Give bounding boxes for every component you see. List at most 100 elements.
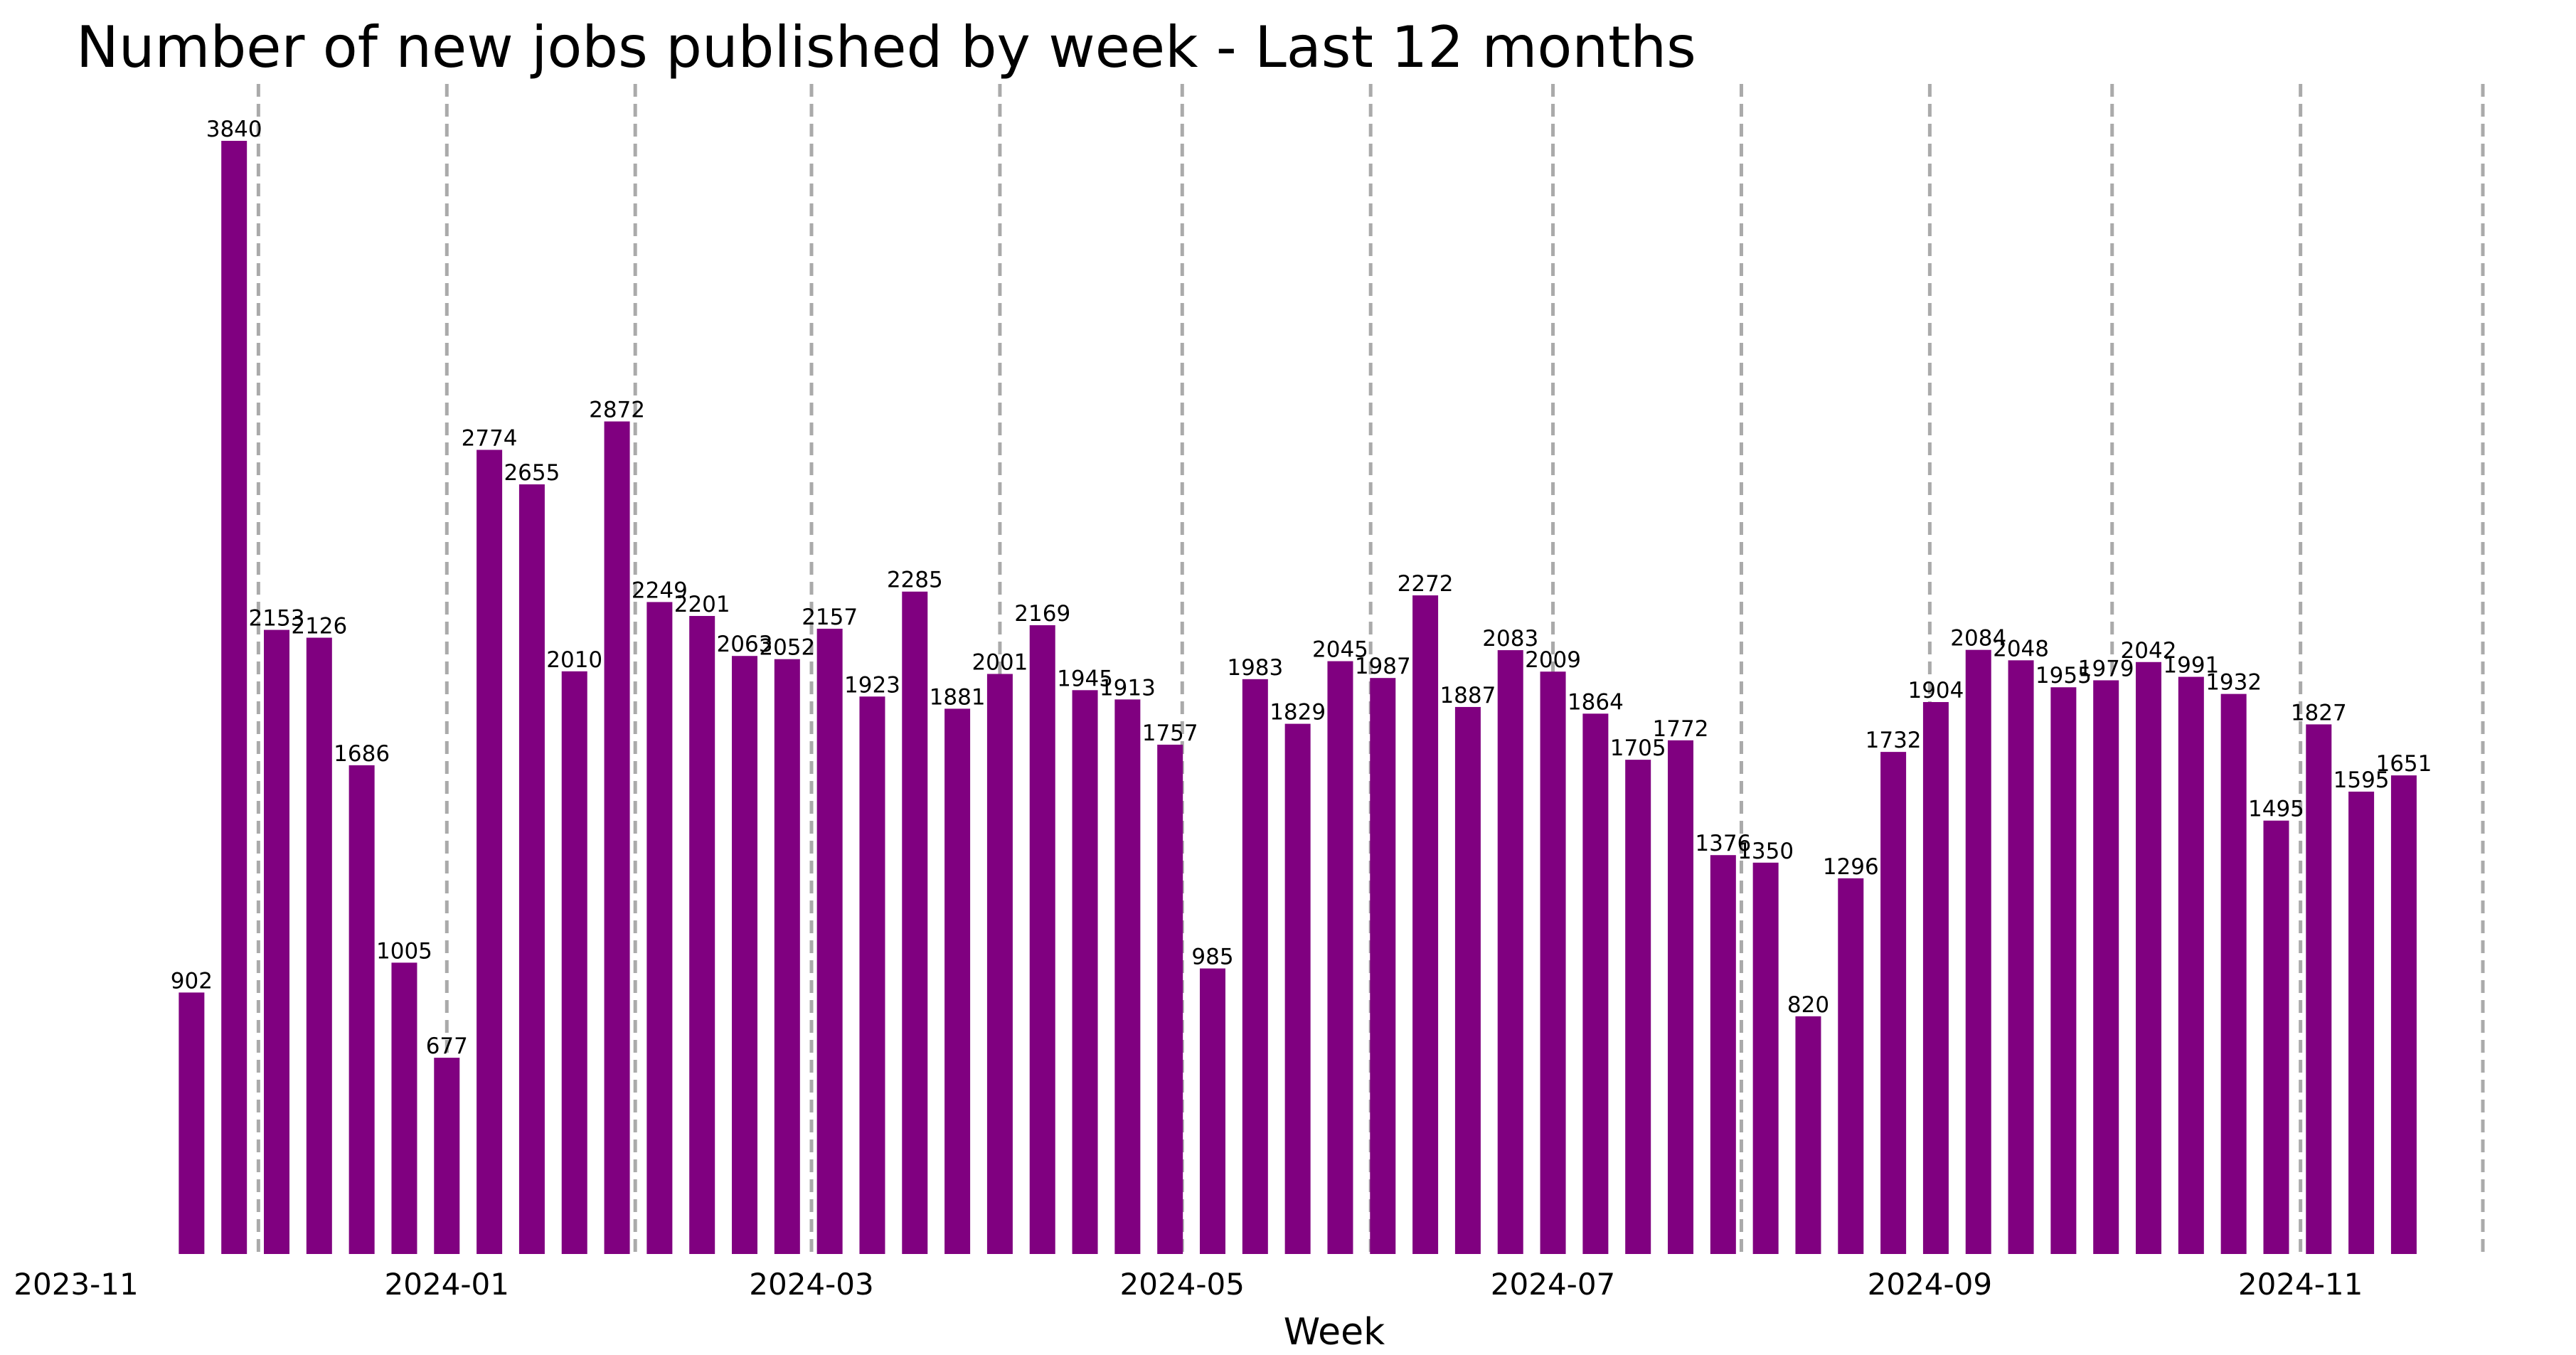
data-label-2024-09-23: 1955 [2035,663,2092,689]
data-label-2023-12-04: 2153 [249,606,305,632]
x-tick-2024-07: 2024-07 [1491,1267,1616,1302]
bar-2024-07-08 [1582,713,1609,1254]
data-label-2024-04-29: 1757 [1142,721,1198,746]
bar-2023-12-11 [306,637,332,1254]
data-label-2024-10-14: 1991 [2163,653,2219,679]
bar-2024-02-26 [774,659,800,1254]
bar-2024-04-15 [1072,690,1098,1254]
bar-2024-08-19 [1838,878,1864,1254]
bar-2024-02-05 [646,602,673,1254]
bar-2024-05-20 [1284,723,1311,1254]
data-label-2024-11-04: 1827 [2291,700,2347,726]
bar-2024-03-04 [816,628,843,1254]
data-label-2024-07-15: 1705 [1610,735,1666,761]
bar-2024-01-01 [434,1058,460,1254]
bar-2024-08-26 [1880,752,1907,1254]
bar-2024-06-24 [1497,650,1523,1254]
data-label-2023-12-25: 1005 [376,938,432,964]
bar-2024-11-11 [2348,791,2375,1254]
month-grid-lines [256,84,2485,1254]
data-label-2023-11-20: 902 [171,968,213,994]
bar-2023-11-27 [221,141,248,1254]
bar-2024-06-03 [1370,678,1396,1254]
bar-2023-12-18 [348,765,375,1254]
bar-2024-06-10 [1412,595,1439,1254]
bar-2024-08-05 [1752,862,1779,1254]
bar-2023-12-04 [264,629,290,1254]
bar-2024-07-29 [1710,855,1736,1254]
data-label-2024-07-01: 2009 [1525,647,1581,673]
bar-2024-09-23 [2050,687,2077,1254]
bar-2024-09-30 [2093,680,2119,1254]
data-label-2024-05-13: 1983 [1227,655,1283,681]
data-label-2024-08-19: 1296 [1823,854,1879,880]
data-label-2024-03-18: 2285 [887,568,943,593]
data-label-2024-02-19: 2063 [717,632,773,657]
data-label-2024-08-12: 820 [1787,992,1829,1018]
bar-2024-09-02 [1922,702,1949,1254]
data-label-2024-11-18: 1651 [2375,751,2432,777]
data-label-2024-03-04: 2157 [802,605,858,630]
x-axis-label: Week [1284,1311,1385,1354]
bar-2024-04-01 [986,674,1013,1254]
data-label-2023-11-27: 3840 [206,117,262,142]
data-label-2024-04-22: 1913 [1100,675,1156,701]
data-label-2024-08-26: 1732 [1866,728,1922,753]
bar-2024-10-28 [2263,820,2289,1254]
data-label-2024-04-15: 1945 [1057,666,1113,691]
x-tick-2024-05: 2024-05 [1120,1267,1245,1302]
data-label-2024-06-03: 1987 [1355,654,1411,679]
bar-2024-02-12 [689,615,715,1254]
data-label-2023-12-11: 2126 [291,614,347,639]
bar-2024-06-17 [1454,706,1481,1254]
bar-2024-01-08 [477,450,503,1255]
data-label-2024-09-02: 1904 [1907,678,1964,703]
bar-2023-11-20 [179,992,205,1254]
bar-2024-04-22 [1114,699,1141,1254]
bars [179,141,2417,1255]
bar-2024-05-13 [1242,679,1268,1254]
data-label-2024-04-08: 2169 [1014,601,1070,627]
bar-2024-07-22 [1668,740,1694,1254]
data-label-2024-05-27: 2045 [1312,637,1368,663]
data-label-2024-08-05: 1350 [1737,839,1794,864]
data-label-2024-07-08: 1864 [1568,689,1624,715]
bar-2024-10-07 [2136,661,2162,1254]
bar-2024-05-06 [1200,968,1226,1254]
x-tick-2024-09: 2024-09 [1868,1267,1993,1302]
bar-2024-09-09 [1965,649,1991,1254]
data-label-2024-01-01: 677 [426,1033,468,1059]
chart-title: Number of new jobs published by week - L… [76,14,1696,80]
bar-2024-07-15 [1625,760,1651,1254]
bar-2024-03-18 [902,591,928,1254]
data-label-2024-02-26: 2052 [759,635,815,661]
x-tick-2024-03: 2024-03 [749,1267,874,1302]
bar-2024-04-29 [1157,744,1183,1254]
x-tick-2024-11: 2024-11 [2238,1267,2363,1302]
data-label-2024-09-30: 1979 [2078,656,2134,681]
bar-2024-10-14 [2178,676,2204,1254]
data-label-2024-01-22: 2010 [546,647,602,673]
data-label-2024-01-15: 2655 [504,460,560,486]
bar-2024-09-16 [2008,660,2034,1254]
data-label-2024-10-07: 2042 [2121,638,2177,664]
bar-2024-03-25 [944,708,971,1254]
data-label-2023-12-18: 1686 [334,741,390,767]
bar-2023-12-25 [391,962,417,1254]
data-label-2024-11-11: 1595 [2333,767,2390,793]
data-label-2024-06-17: 1887 [1439,683,1496,708]
data-label-2024-09-16: 2048 [1993,636,2049,661]
bar-2024-03-11 [859,696,885,1254]
data-label-2024-07-22: 1772 [1653,716,1709,742]
data-label-2024-01-08: 2774 [462,425,518,451]
data-label-2024-09-09: 2084 [1950,626,2006,652]
data-label-2024-06-10: 2272 [1398,571,1454,597]
bar-2024-01-15 [518,484,545,1254]
data-label-2024-03-25: 1881 [930,684,986,710]
data-label-2024-07-29: 1376 [1695,831,1751,856]
data-label-2024-05-20: 1829 [1270,700,1326,726]
bar-2024-01-22 [561,671,587,1254]
bar-2024-10-21 [2220,694,2247,1254]
